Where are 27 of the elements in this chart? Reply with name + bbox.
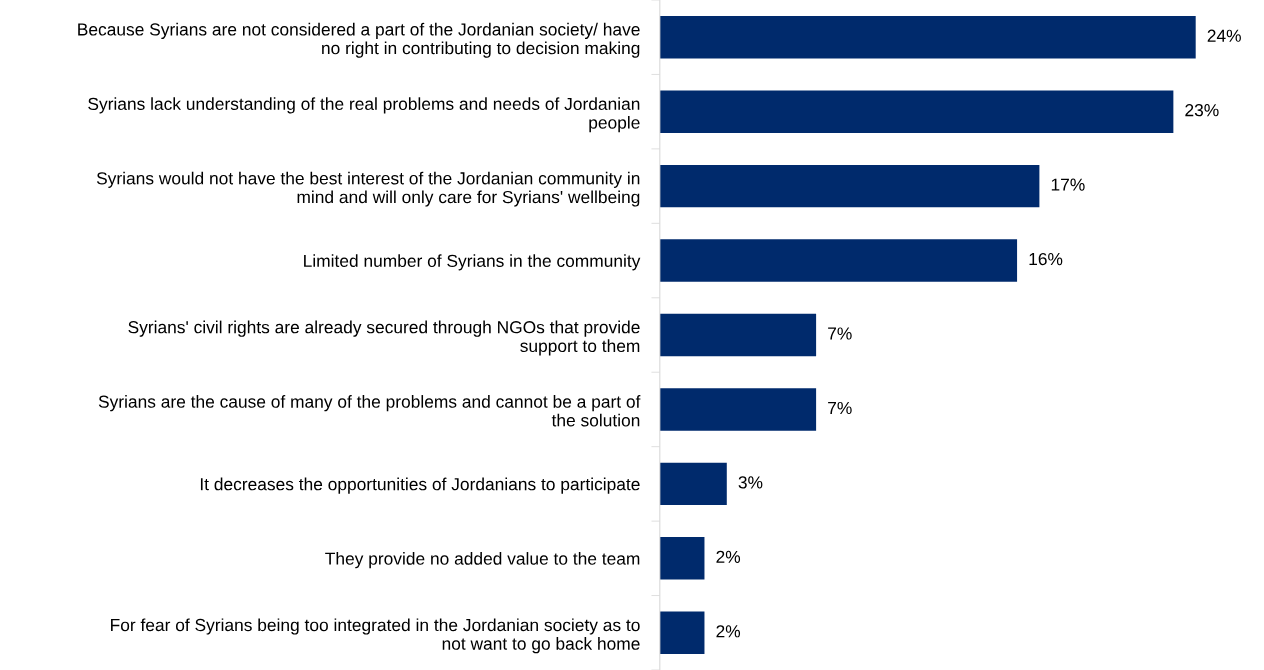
y-tick-label: It decreases the opportunities of Jordanians to participate: [200, 477, 640, 494]
y-tick-label: Syrians lack understanding of the real problems and needs of Jordanian people: [88, 97, 640, 133]
bar: [659, 16, 1196, 59]
bar: [659, 611, 705, 654]
bar: [659, 239, 1018, 282]
y-tick-label: They provide no added value to the team: [325, 552, 640, 569]
data-label: 24%: [1207, 29, 1241, 42]
data-label: 7%: [828, 401, 852, 415]
data-label: 2%: [716, 550, 741, 563]
data-label: 7%: [828, 327, 852, 340]
bar: [659, 462, 727, 506]
bar: [659, 388, 817, 431]
bar: [659, 90, 1174, 133]
data-label: 3%: [738, 476, 763, 489]
data-label: 16%: [1029, 252, 1063, 266]
y-tick-label: Syrians' civil rights are already secured through NGOs that provide support to them: [128, 320, 640, 356]
y-tick-label: Syrians are the cause of many of the problems and cannot be a part of the solution: [98, 395, 641, 427]
bar: [659, 313, 817, 357]
y-tick-label: Syrians would not have the best interest of the Jordanian community in mind and will only care for Syrians' wellbeing: [96, 171, 640, 207]
data-label: 23%: [1185, 104, 1219, 117]
bar: [659, 164, 1040, 208]
y-tick-label: Limited number of Syrians in the community: [304, 254, 641, 271]
y-tick-label: For fear of Syrians being too integrated in the Jordanian society as to not want to go back home: [111, 618, 640, 654]
data-label: 2%: [716, 625, 741, 638]
bar: [659, 537, 705, 580]
data-label: 17%: [1051, 178, 1085, 191]
y-tick-label: Because Syrians are not considered a part of the Jordanian society/ have no right in contributing to decision making: [78, 22, 640, 58]
